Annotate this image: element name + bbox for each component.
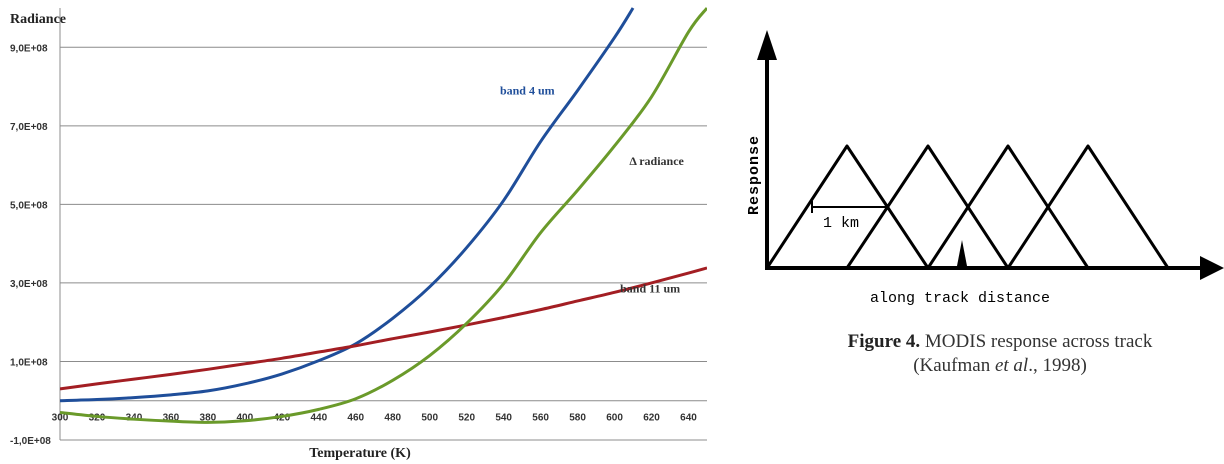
x-tick-label: 400: [237, 413, 254, 424]
series-line-1: [60, 266, 707, 391]
caption-etal: et al: [994, 355, 1029, 376]
x-tick-label: 480: [384, 413, 401, 424]
x-tick-label: 420: [273, 413, 290, 424]
x-tick-label: 580: [569, 413, 586, 424]
x-tick-label: 620: [643, 413, 660, 424]
series-lines: [60, 7, 707, 424]
pointer-marker: [957, 240, 967, 266]
x-tick-label: 600: [606, 413, 623, 424]
x-tick-label: 360: [163, 413, 180, 424]
scale-label: 1 km: [823, 215, 859, 232]
response-triangle: [845, 144, 1010, 269]
series-annotations: band 4 um Δ radiance band 11 um: [500, 83, 685, 295]
y-tick-labels: 9,0E+08 7,0E+08 5,0E+08 3,0E+08 1,0E+08 -1,0E…: [10, 43, 51, 447]
response-axis-arrow: [757, 30, 777, 60]
x-tick-label: 460: [347, 413, 364, 424]
x-tick-labels: 300 320 340 360 380 400 420 440 460 480 500 520 540 5…: [52, 413, 698, 424]
y-tick-label: 1,0E+08: [10, 357, 48, 368]
x-tick-label: 520: [458, 413, 475, 424]
x-axis-label: Temperature (K): [309, 446, 411, 461]
caption-text: MODIS response across track: [920, 331, 1153, 352]
response-triangles: [765, 144, 1170, 269]
y-tick-label: 7,0E+08: [10, 122, 48, 133]
x-tick-label: 440: [310, 413, 327, 424]
series-annotation: band 11 um: [620, 282, 680, 296]
x-tick-label: 500: [421, 413, 438, 424]
y-tick-label: 5,0E+08: [10, 200, 48, 211]
x-tick-label: 540: [495, 413, 512, 424]
x-tick-label: 320: [89, 413, 106, 424]
series-annotation: Δ radiance: [629, 154, 684, 168]
radiance-chart: Radiance 9,0E+08 7,0E+08 5,0E+08 3,0E+08 1,0…: [10, 7, 707, 461]
x-tick-label: 640: [680, 413, 697, 424]
distance-axis-arrow: [1200, 256, 1224, 280]
y-axis-label: Radiance: [10, 12, 66, 27]
x-tick-label: 380: [200, 413, 217, 424]
caption-bold: Figure 4.: [847, 331, 921, 352]
x-tick-label: 560: [532, 413, 549, 424]
caption-author: (Kaufman: [913, 355, 995, 376]
caption-year: ., 1998): [1028, 355, 1087, 376]
figure-caption: Figure 4. MODIS response across track (K…: [790, 330, 1210, 378]
response-triangle: [765, 144, 930, 269]
response-label: Response: [746, 135, 763, 215]
y-tick-label: 3,0E+08: [10, 279, 48, 290]
series-line-2: [60, 7, 707, 424]
modis-response-figure: 1 km Response along track distance: [746, 30, 1224, 307]
y-tick-label: 9,0E+08: [10, 43, 48, 54]
y-tick-label: -1,0E+08: [10, 436, 51, 447]
response-triangle: [1006, 144, 1170, 269]
x-tick-label: 300: [52, 413, 69, 424]
series-line-0: [60, 7, 635, 403]
distance-label: along track distance: [870, 290, 1050, 307]
series-annotation: band 4 um: [500, 83, 555, 97]
response-triangle: [926, 144, 1090, 269]
grid-lines: [59, 8, 707, 441]
